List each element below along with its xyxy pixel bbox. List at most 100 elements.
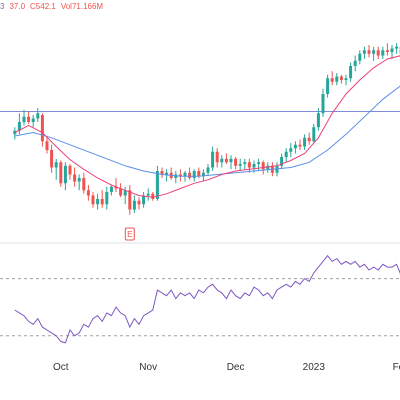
candle [22,109,26,126]
candle [229,155,233,170]
candles [13,43,400,215]
candle [335,73,339,86]
candle [367,45,371,58]
candle-body [376,50,380,56]
x-tick-label: Dec [227,362,245,373]
candle-body [247,162,251,168]
candle [385,43,389,56]
candle [13,127,17,140]
earnings-badge[interactable] [124,227,135,241]
candle [17,113,21,135]
candle [353,55,357,72]
candle [257,158,261,171]
x-axis: Oct Nov Dec 2023 Feb [53,362,400,373]
candle [215,148,219,168]
x-tick-label: Nov [139,362,157,373]
candle [96,193,100,210]
candle [137,197,141,210]
candle [155,165,159,201]
candle-body [358,53,362,61]
candle [169,167,173,180]
candle [109,185,113,196]
candle-body [45,141,49,150]
candle-body [201,172,205,177]
candle [77,174,81,191]
candle [132,195,136,213]
candle [73,167,77,187]
candle-body [257,162,261,164]
candle-body [243,162,247,164]
candle-body [293,144,297,149]
candle-body [261,162,265,170]
candle [390,45,394,59]
candle-body [339,76,343,80]
candle [160,167,164,178]
candle-body [330,78,334,82]
candle-body [197,171,201,177]
candle-body [36,113,40,119]
candle [151,192,155,201]
candle-body [77,178,81,182]
legend: 3 37.0 C542.1 Vol71.166M [0,2,103,11]
candle-body [326,78,330,94]
candle-body [367,50,371,54]
candle-body [68,165,72,175]
x-tick-label: 2023 [303,362,326,373]
candle-body [395,46,399,49]
candle [63,162,67,191]
legend-value-3: Vol71.166M [61,2,104,11]
x-tick-label: Feb [393,362,400,373]
candle-body [192,171,196,178]
candle-body [109,186,113,192]
moving-average-fast-line [14,55,400,198]
candle [284,148,288,163]
candle [234,157,238,170]
rsi-line [14,254,400,344]
candle-body [137,200,141,205]
candle [243,158,247,170]
candle [238,158,242,171]
candle-body [142,195,146,205]
candle [146,188,150,201]
candle-body [234,158,238,166]
rsi-panel[interactable] [0,254,400,344]
candle [339,74,343,84]
candle [86,185,90,201]
candle-body [123,190,127,196]
candle-body [220,158,224,163]
candle [119,183,123,198]
candle-body [284,151,288,157]
candle [344,74,348,86]
candle-body [211,151,215,168]
candle [220,155,224,168]
candle [68,164,72,180]
candle [31,115,35,128]
candle [321,88,325,117]
candle-body [312,127,316,142]
earnings-label: E [127,230,132,239]
candle-body [63,165,67,184]
candle [100,190,104,208]
candle-body [50,150,54,168]
candle-body [266,165,270,170]
candle [40,113,44,147]
legend-value-1: 37.0 [9,2,25,11]
candle-body [362,50,366,54]
candle-body [146,193,150,196]
candle [280,153,284,170]
candle-body [82,178,86,191]
candle-body [160,171,164,175]
candle-body [100,199,104,205]
candle [211,146,215,171]
candle-body [31,118,35,122]
candle [224,153,228,164]
candle-body [307,137,311,142]
candle [330,71,334,86]
candle [114,178,118,192]
candle [50,144,54,173]
candle [206,164,210,177]
earnings-marker[interactable]: E [124,227,135,241]
price-panel[interactable]: E [0,43,400,241]
candle-body [86,190,90,196]
